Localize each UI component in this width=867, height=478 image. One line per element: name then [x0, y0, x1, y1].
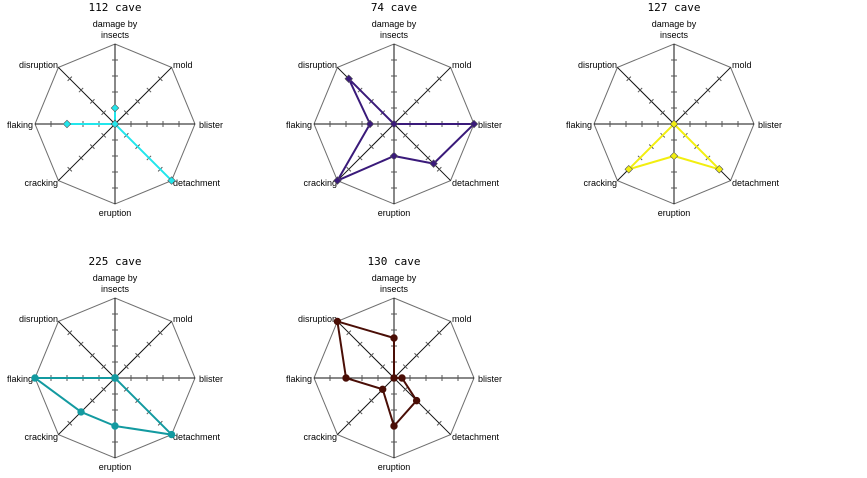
axis-label-damage-by-insects: damage by insects: [93, 19, 138, 40]
axis-label-damage-by-insects: damage by insects: [372, 19, 417, 40]
axis-label-detachment: detachment: [452, 178, 500, 188]
axis-label-eruption: eruption: [658, 208, 691, 218]
data-point-flaking: [343, 375, 349, 381]
radar-series-line: [67, 108, 172, 181]
chart-title: 74 cave: [371, 1, 417, 14]
radar-chart-4: 225 cave damage by insects mold blister detac…: [7, 255, 223, 472]
axis-label-disruption: disruption: [19, 60, 58, 70]
radar-spoke-cracking: [337, 378, 394, 435]
axis-label-mold: mold: [732, 60, 752, 70]
data-point-cracking: [78, 409, 84, 415]
data-point-eruption: [391, 423, 397, 429]
chart-title: 225 cave: [89, 255, 142, 268]
axis-label-flaking: flaking: [566, 120, 592, 130]
data-point-flaking: [63, 120, 71, 128]
data-point-detachment: [168, 431, 174, 437]
axis-label-damage-by-insects: damage by insects: [652, 19, 697, 40]
axis-label-mold: mold: [173, 60, 193, 70]
axis-label-flaking: flaking: [7, 374, 33, 384]
axis-label-flaking: flaking: [286, 120, 312, 130]
chart-title: 112 cave: [89, 1, 142, 14]
data-point-eruption: [390, 152, 398, 160]
radar-chart-5: 130 cave damage by insects mold blister detac…: [286, 255, 502, 472]
radar-spoke-mold: [394, 67, 451, 124]
axis-label-blister: blister: [758, 120, 782, 130]
data-point-cracking: [379, 386, 385, 392]
axis-label-eruption: eruption: [378, 462, 411, 472]
axis-label-disruption: disruption: [298, 314, 337, 324]
radar-spoke-mold: [674, 67, 731, 124]
axis-label-mold: mold: [173, 314, 193, 324]
axis-label-blister: blister: [199, 120, 223, 130]
radar-chart-1: 112 cave damage by insects mold blister detac…: [7, 1, 223, 218]
axis-label-blister: blister: [199, 374, 223, 384]
axis-label-damage-by-insects: damage by insects: [93, 273, 138, 294]
data-point-disruption: [334, 318, 340, 324]
radar-spoke-cracking: [58, 378, 115, 435]
data-point-disruption: [112, 375, 118, 381]
radar-series-line: [35, 378, 172, 435]
axis-label-mold: mold: [452, 60, 472, 70]
radar-spoke-disruption: [58, 321, 115, 378]
axis-label-disruption: disruption: [298, 60, 337, 70]
radar-spoke-disruption: [58, 67, 115, 124]
axis-label-eruption: eruption: [99, 208, 132, 218]
axis-label-detachment: detachment: [173, 432, 221, 442]
data-point-damage-by-insects: [391, 335, 397, 341]
data-point-flaking: [32, 375, 38, 381]
axis-label-cracking: cracking: [24, 178, 58, 188]
axis-label-eruption: eruption: [378, 208, 411, 218]
data-point-detachment: [413, 397, 419, 403]
axis-label-detachment: detachment: [732, 178, 780, 188]
axis-label-cracking: cracking: [303, 432, 337, 442]
axis-label-mold: mold: [452, 314, 472, 324]
axis-label-cracking: cracking: [583, 178, 617, 188]
radar-series-line: [337, 321, 416, 426]
axis-label-flaking: flaking: [286, 374, 312, 384]
axis-label-detachment: detachment: [173, 178, 221, 188]
radar-spoke-detachment: [394, 124, 451, 181]
chart-title: 127 cave: [648, 1, 701, 14]
axis-label-cracking: cracking: [303, 178, 337, 188]
radar-series-line: [337, 79, 474, 181]
axis-label-disruption: disruption: [19, 314, 58, 324]
radar-spoke-mold: [115, 67, 172, 124]
radar-chart-3: 127 cave damage by insects mold blister detac…: [566, 1, 782, 218]
axis-label-flaking: flaking: [7, 120, 33, 130]
axis-label-blister: blister: [478, 120, 502, 130]
radar-spoke-detachment: [394, 378, 451, 435]
data-point-mold: [391, 375, 397, 381]
chart-title: 130 cave: [368, 255, 421, 268]
radar-chart-2: 74 cave damage by insects mold blister detach…: [286, 1, 502, 218]
axis-label-eruption: eruption: [99, 462, 132, 472]
radar-spoke-mold: [115, 321, 172, 378]
axis-label-cracking: cracking: [24, 432, 58, 442]
axis-label-detachment: detachment: [452, 432, 500, 442]
axis-label-blister: blister: [478, 374, 502, 384]
data-point-eruption: [112, 423, 118, 429]
data-point-damage-by-insects: [111, 104, 119, 112]
axis-label-damage-by-insects: damage by insects: [372, 273, 417, 294]
data-point-eruption: [670, 152, 678, 160]
radar-spoke-disruption: [617, 67, 674, 124]
radar-spoke-cracking: [58, 124, 115, 181]
axis-label-disruption: disruption: [578, 60, 617, 70]
radar-spoke-mold: [394, 321, 451, 378]
data-point-blister: [399, 375, 405, 381]
